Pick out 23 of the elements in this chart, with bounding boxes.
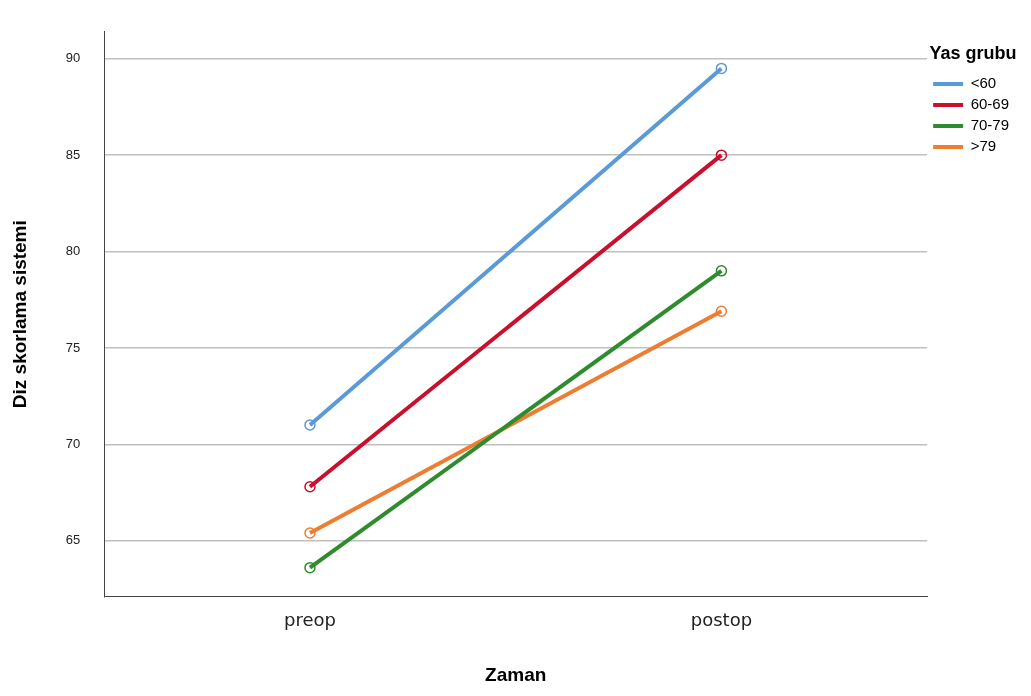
- point: [304, 419, 316, 431]
- y-tick-label: 80: [65, 243, 81, 259]
- point: [304, 480, 316, 493]
- point: [304, 561, 316, 574]
- y-tick-label: 65: [65, 532, 81, 548]
- y-axis-title: Diz skorlama sistemi: [8, 220, 30, 409]
- x-tick-label: preop: [284, 609, 336, 631]
- point: [715, 62, 728, 75]
- y-tick-label: 70: [65, 435, 81, 451]
- y-tick-label: 75: [65, 339, 81, 355]
- legend-label: 70-79: [970, 116, 1010, 134]
- legend-title: Yas grubu: [929, 42, 1017, 63]
- legend-label: >79: [970, 137, 997, 155]
- point: [304, 527, 316, 539]
- x-axis-title: Zaman: [485, 663, 547, 685]
- point: [715, 265, 728, 277]
- y-tick-label: 85: [65, 146, 81, 162]
- legend-label: <60: [970, 74, 997, 92]
- point: [715, 149, 728, 161]
- y-tick-label: 90: [65, 50, 81, 66]
- legend-label: 60-69: [970, 95, 1010, 113]
- point: [715, 305, 728, 318]
- x-tick-label: postop: [690, 609, 753, 631]
